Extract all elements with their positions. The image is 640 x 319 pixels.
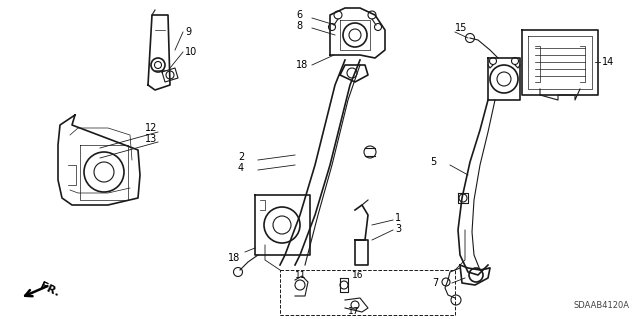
Text: 8: 8 <box>296 21 302 31</box>
Text: 9: 9 <box>185 27 191 37</box>
Text: 7: 7 <box>432 278 438 288</box>
Bar <box>280 270 455 315</box>
Text: 17: 17 <box>348 308 360 316</box>
Text: 10: 10 <box>185 47 197 57</box>
Text: 2: 2 <box>238 152 244 162</box>
Text: FR.: FR. <box>38 281 61 299</box>
Text: 5: 5 <box>430 157 436 167</box>
Text: 18: 18 <box>228 253 240 263</box>
Text: 4: 4 <box>238 163 244 173</box>
Text: 12: 12 <box>145 123 157 133</box>
Text: 3: 3 <box>395 224 401 234</box>
Text: 6: 6 <box>296 10 302 20</box>
Text: 11: 11 <box>295 271 307 279</box>
Text: 18: 18 <box>296 60 308 70</box>
Text: 16: 16 <box>352 271 364 279</box>
Text: SDAAB4120A: SDAAB4120A <box>574 301 630 310</box>
Text: 14: 14 <box>602 57 614 67</box>
Text: 1: 1 <box>395 213 401 223</box>
Text: 15: 15 <box>455 23 467 33</box>
Text: 13: 13 <box>145 134 157 144</box>
